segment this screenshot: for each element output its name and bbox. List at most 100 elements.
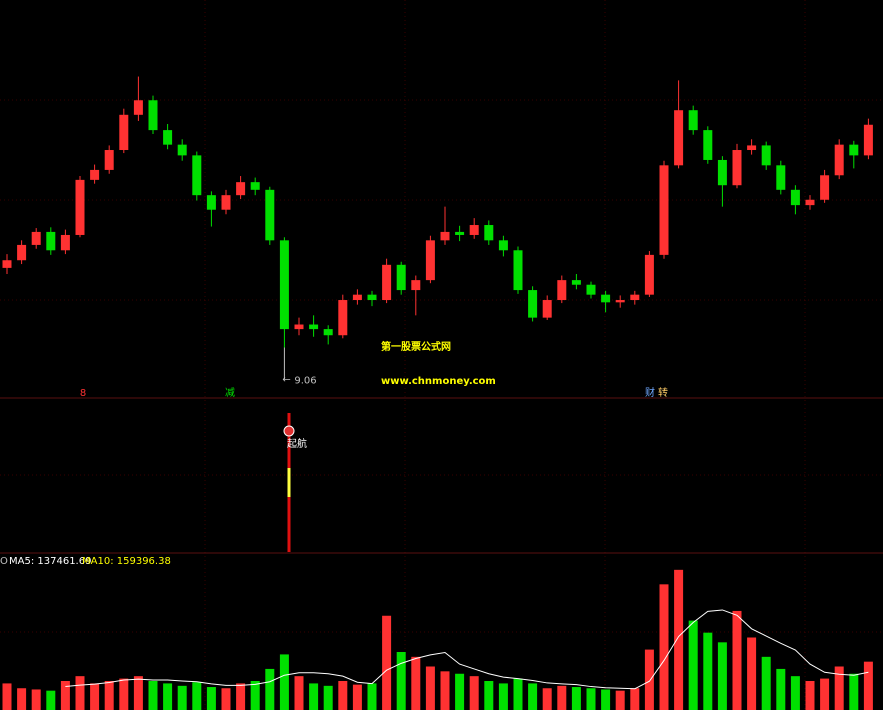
candle-body <box>294 324 304 330</box>
signal-icon <box>283 425 295 437</box>
volume-bar <box>338 681 348 710</box>
candle-body <box>279 240 289 330</box>
candle-body <box>382 264 392 301</box>
candle-body <box>601 294 611 303</box>
candle-body <box>703 130 713 160</box>
volume-bar <box>294 676 304 710</box>
candle-body <box>133 100 143 115</box>
volume-bar <box>703 632 713 710</box>
candle-body <box>148 100 158 131</box>
candle-body <box>206 195 216 210</box>
volume-bar <box>615 690 625 710</box>
candle-body <box>557 280 567 301</box>
candle-body <box>834 144 844 176</box>
volume-bar <box>688 620 698 710</box>
volume-bar <box>206 687 216 710</box>
volume-bar <box>265 668 275 710</box>
candle-body <box>265 189 275 241</box>
candle-body <box>586 284 596 295</box>
candle-body <box>352 294 362 301</box>
volume-header: MA10: 159396.38 <box>82 556 171 567</box>
candle-body <box>192 155 202 196</box>
candle-body <box>761 145 771 166</box>
candle-body <box>659 165 669 255</box>
volume-bar <box>557 685 567 710</box>
volume-bar <box>104 681 114 710</box>
volume-bar <box>2 683 12 710</box>
candle-body <box>338 300 348 336</box>
candle-body <box>484 225 494 241</box>
volume-bar <box>630 688 640 710</box>
candle-body <box>221 195 231 210</box>
volume-bar <box>60 681 70 710</box>
candle-body <box>119 114 129 151</box>
candle-body <box>732 150 742 186</box>
volume-bar <box>571 687 581 710</box>
candle-body <box>805 199 815 206</box>
candle-body <box>674 110 684 166</box>
candle-body <box>425 240 435 281</box>
volume-bar <box>163 683 173 710</box>
volume-bar <box>279 654 289 710</box>
volume-bar <box>732 610 742 710</box>
low-label: 9.06 <box>294 375 316 386</box>
volume-bar <box>586 688 596 710</box>
volume-bar <box>352 684 362 710</box>
candle-body <box>104 150 114 170</box>
candle-body <box>411 280 421 291</box>
volume-bar <box>659 584 669 710</box>
volume-bar <box>250 681 260 710</box>
event-marker: 财 <box>645 386 655 399</box>
volume-bar <box>513 678 523 710</box>
candle-body <box>236 182 246 196</box>
candle-body <box>309 324 319 330</box>
volume-bar <box>469 676 479 710</box>
candle-body <box>46 231 56 251</box>
candle-body <box>513 250 523 291</box>
volume-bar <box>192 682 202 710</box>
candle-body <box>440 231 450 241</box>
candle-body <box>644 254 654 295</box>
volume-bar <box>221 688 231 710</box>
volume-bar <box>382 615 392 710</box>
volume-bar <box>31 689 41 710</box>
candle-body <box>542 300 552 318</box>
volume-header: MA5: 137461.69 <box>9 556 91 567</box>
watermark: www.chnmoney.com <box>381 376 496 387</box>
volume-bar <box>528 683 538 710</box>
volume-bar <box>761 656 771 710</box>
candle-body <box>747 145 757 151</box>
candle-body <box>2 260 12 268</box>
volume-bar <box>17 688 27 710</box>
volume-bar <box>674 569 684 710</box>
event-marker: 8 <box>80 388 86 399</box>
candle-body <box>820 175 830 200</box>
low-arrow: ← <box>282 374 290 385</box>
volume-bar <box>309 683 319 710</box>
volume-bar <box>411 656 421 710</box>
volume-bar <box>820 678 830 710</box>
candle-body <box>177 144 187 156</box>
candle-body <box>396 264 406 291</box>
volume-bar <box>367 683 377 710</box>
candle-body <box>688 110 698 131</box>
ma5-line <box>65 609 869 690</box>
candle-body <box>717 159 727 186</box>
volume-bar <box>834 666 844 710</box>
volume-bar <box>236 683 246 710</box>
volume-bar <box>396 652 406 710</box>
volume-bar <box>542 688 552 710</box>
volume-bar <box>747 637 757 710</box>
candle-body <box>469 225 479 235</box>
event-marker: 转 <box>658 386 668 399</box>
candle-body <box>17 244 27 261</box>
volume-bar <box>133 676 143 710</box>
candle-body <box>367 294 377 301</box>
volume-bar <box>440 671 450 710</box>
candle-body <box>455 231 465 235</box>
volume-bar <box>323 685 333 710</box>
volume-bar <box>790 676 800 710</box>
volume-bar <box>805 681 815 710</box>
volume-bar <box>498 683 508 710</box>
